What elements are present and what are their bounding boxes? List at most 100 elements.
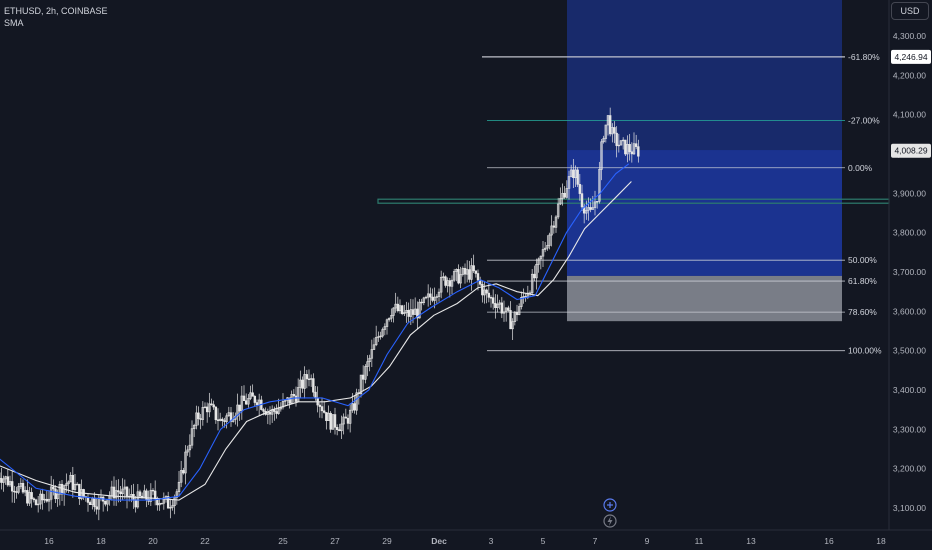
candle-body: [578, 184, 582, 194]
candle-body: [93, 497, 96, 508]
candle-body: [632, 143, 636, 155]
candle-body: [288, 397, 291, 404]
candle-body: [86, 497, 90, 503]
x-tick-label: 27: [330, 536, 340, 546]
candle-body: [619, 140, 623, 146]
candle-body: [325, 412, 328, 421]
symbol-label[interactable]: ETHUSD, 2h, COINBASE: [4, 6, 108, 16]
candle-body: [121, 488, 124, 495]
candle-body: [628, 144, 631, 153]
candle-body: [0, 477, 3, 483]
candle-body: [602, 138, 605, 143]
candle-body: [335, 427, 339, 430]
candle-body: [637, 146, 640, 157]
candle-body: [75, 483, 79, 486]
candle-body: [201, 407, 205, 420]
candle-body: [533, 273, 536, 279]
candle-body: [13, 490, 16, 493]
target-zone-filled: [567, 150, 842, 276]
candle-body: [387, 317, 391, 321]
candle-body: [320, 406, 324, 412]
candle-body: [567, 176, 571, 189]
candle-body: [242, 395, 246, 401]
candle-body: [483, 289, 486, 296]
candle-body: [134, 500, 137, 508]
candle-body: [182, 470, 185, 474]
price-tag-box: [891, 143, 931, 158]
candle-body: [227, 412, 231, 417]
candle-body: [617, 144, 621, 147]
candle-body: [364, 366, 367, 380]
candle-body: [104, 500, 107, 505]
price-axis[interactable]: 4,300.004,200.004,100.004,000.003,900.00…: [893, 31, 926, 513]
indicator-label[interactable]: SMA: [4, 18, 24, 28]
candle-body: [556, 203, 560, 218]
candle-body: [255, 402, 259, 406]
candle-body: [69, 474, 72, 483]
position-boxes: [567, 0, 842, 322]
candle-body: [539, 255, 543, 260]
candle-body: [303, 374, 306, 389]
candle-body: [431, 296, 434, 301]
candle-body: [4, 476, 7, 480]
fib-label: 78.60%: [848, 307, 877, 317]
currency-button[interactable]: USD: [891, 2, 929, 20]
candle-body: [175, 491, 179, 498]
candle-body: [472, 265, 475, 272]
candle-body: [249, 392, 252, 399]
candle-body: [390, 315, 393, 319]
candle-body: [439, 276, 443, 293]
candle-body: [236, 404, 239, 417]
candle-body: [465, 269, 469, 275]
candle-body: [446, 280, 449, 286]
candle-body: [299, 379, 302, 388]
candle-body: [407, 310, 410, 317]
candle-body: [210, 403, 213, 406]
candle-body: [294, 395, 298, 402]
candle-body: [535, 264, 538, 279]
y-tick-label: 3,100.00: [893, 503, 926, 513]
candle-body: [442, 276, 445, 278]
y-tick-label: 3,300.00: [893, 424, 926, 434]
time-axis[interactable]: 16 18 20 22 25 27 29 Dec 3 5 7 9 11 13 16 18: [44, 536, 886, 546]
candle-body: [130, 494, 133, 497]
candle-body: [481, 283, 484, 296]
candle-body: [418, 301, 421, 319]
candle-body: [613, 127, 616, 134]
candle-body: [546, 245, 549, 249]
candle-body: [145, 490, 148, 500]
sma-fast-line: [0, 163, 630, 501]
candle-body: [179, 470, 183, 483]
candle-body: [203, 406, 207, 409]
candle-body: [487, 292, 491, 298]
candle-body: [420, 301, 423, 304]
candle-body: [112, 486, 116, 499]
candle-body: [39, 493, 42, 505]
candle-body: [65, 483, 68, 486]
candle-body: [476, 273, 480, 281]
add-icon[interactable]: [603, 498, 617, 512]
fibonacci-levels[interactable]: -61.80% -27.00% 0.00% 50.00% 61.80% 78.60% 100…: [482, 52, 882, 356]
candle-body: [403, 312, 406, 314]
candle-body: [561, 192, 564, 199]
candle-body: [624, 139, 627, 155]
candle-body: [322, 410, 326, 413]
candle-body: [496, 303, 499, 308]
lightning-icon[interactable]: [603, 514, 617, 528]
candle-body: [117, 490, 120, 493]
candle-body: [530, 273, 534, 294]
candle-body: [6, 476, 10, 486]
candle-body: [468, 269, 471, 280]
candle-body: [459, 274, 462, 284]
candle-body: [621, 139, 625, 142]
candle-body: [80, 489, 83, 499]
candle-body: [511, 321, 514, 330]
candle-body: [229, 412, 233, 422]
candle-body: [162, 497, 166, 504]
candle-body: [184, 451, 187, 474]
candle-body: [448, 280, 452, 287]
candle-body: [494, 303, 497, 308]
candle-body: [114, 490, 118, 499]
candle-body: [381, 329, 384, 337]
